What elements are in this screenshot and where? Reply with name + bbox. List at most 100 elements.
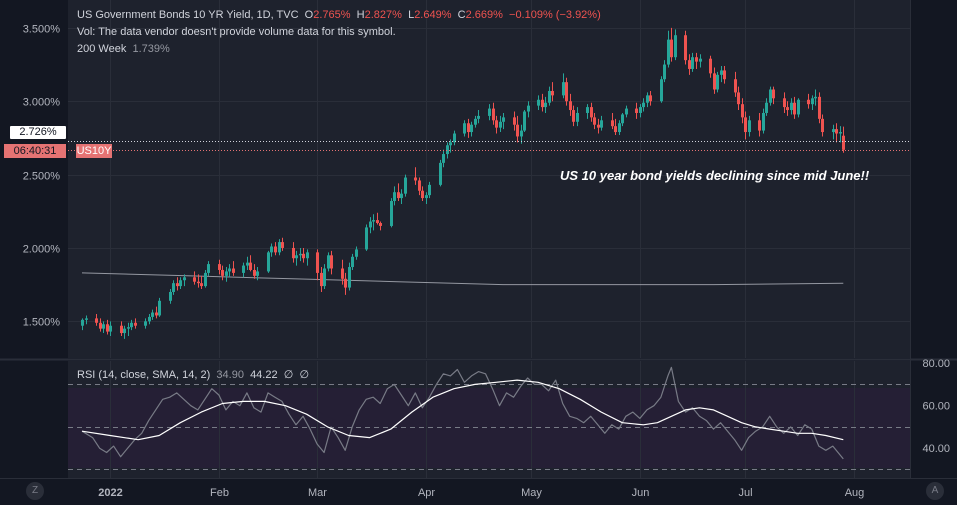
candle-body (720, 70, 723, 75)
price-tick-label: 3.000% (23, 97, 61, 109)
candle (618, 120, 621, 135)
candle (232, 261, 235, 276)
candle-body (130, 322, 133, 328)
candle (586, 104, 589, 119)
candle-body (765, 102, 768, 113)
candle-body (572, 110, 575, 122)
candle (737, 86, 740, 111)
ma-label: 200 Week (77, 43, 127, 55)
candle-body (253, 269, 256, 276)
candle (109, 321, 112, 336)
candle (127, 322, 130, 336)
candle (442, 149, 445, 168)
candle (709, 55, 712, 78)
candle (649, 90, 652, 106)
candle-body (842, 135, 845, 150)
candle (351, 253, 354, 270)
candle (278, 239, 281, 256)
candle (783, 92, 786, 113)
chart-annotation[interactable]: US 10 year bond yields declining since m… (560, 168, 870, 183)
legend-ma[interactable]: 200 Week 1.739% (77, 43, 170, 55)
candle (551, 82, 554, 102)
candle (274, 242, 277, 256)
candle (513, 111, 516, 131)
candle (769, 86, 772, 106)
zoom-button[interactable]: Z (26, 482, 44, 500)
candle (102, 321, 105, 334)
candle-body (299, 253, 302, 256)
candle (158, 297, 161, 317)
candle (765, 98, 768, 116)
candle-body (204, 272, 207, 287)
candle (811, 95, 814, 111)
last-price-tag: 2.726% (10, 126, 66, 139)
candle (120, 321, 123, 336)
candle-body (688, 60, 691, 69)
symbol-tag: US10Y (76, 144, 112, 158)
candle-body (586, 107, 589, 113)
candle-body (348, 267, 351, 288)
candle (572, 105, 575, 127)
candle-body (327, 255, 330, 269)
candle (797, 98, 800, 118)
candle-body (769, 89, 772, 103)
time-tick-label: Aug (845, 487, 865, 499)
ma-value: 1.739% (132, 43, 170, 55)
candle-body (565, 82, 568, 102)
candle (439, 159, 442, 187)
candle-body (709, 58, 712, 74)
candle (660, 76, 663, 103)
grid (68, 0, 910, 478)
candle-body (492, 108, 495, 121)
symbol-title[interactable]: US Government Bonds 10 YR Yield, 1D, TVC (77, 9, 299, 21)
candle-body (762, 112, 765, 131)
candle-body (562, 82, 565, 96)
candle-body (821, 118, 824, 133)
candle (397, 183, 400, 202)
candle (256, 267, 259, 281)
candle-body (614, 126, 617, 133)
candle-body (207, 264, 210, 273)
candle-body (365, 227, 368, 250)
candle-body (169, 291, 172, 301)
price-lines (68, 141, 910, 151)
time-tick-label: 2022 (98, 487, 122, 499)
candle (744, 111, 747, 140)
candle-body (155, 312, 158, 316)
candle (839, 126, 842, 143)
candle-body (453, 133, 456, 143)
candle (267, 250, 270, 273)
candle-body (544, 102, 547, 108)
candle-body (172, 283, 175, 292)
candle (611, 112, 614, 130)
candle-body (576, 112, 579, 122)
candle (327, 252, 330, 272)
candle-body (646, 95, 649, 103)
rsi-legend[interactable]: RSI (14, close, SMA, 14, 2) 34.90 44.22 … (77, 368, 309, 381)
time-tick-label: Feb (210, 487, 229, 499)
candle-body (470, 124, 473, 133)
candle-body (102, 324, 105, 329)
candle-body (228, 268, 231, 272)
candle-body (81, 319, 84, 326)
candle-body (790, 102, 793, 111)
candle-body (397, 192, 400, 199)
candle (741, 98, 744, 124)
candle-body (267, 252, 270, 272)
candle (151, 309, 154, 320)
candle (565, 77, 568, 106)
candle-body (832, 129, 835, 133)
candle (99, 318, 102, 332)
candle-body (499, 121, 502, 128)
candle-body (713, 73, 716, 90)
candle (597, 118, 600, 134)
candle (758, 112, 761, 137)
candle-body (421, 190, 424, 199)
candle (713, 67, 716, 94)
time-tick-label: May (521, 487, 542, 499)
candle-body (684, 35, 687, 61)
auto-scale-button[interactable]: A (926, 482, 944, 500)
candle-body (674, 35, 677, 58)
rsi-tick-label: 40.00 (922, 443, 950, 455)
candle (369, 217, 372, 234)
